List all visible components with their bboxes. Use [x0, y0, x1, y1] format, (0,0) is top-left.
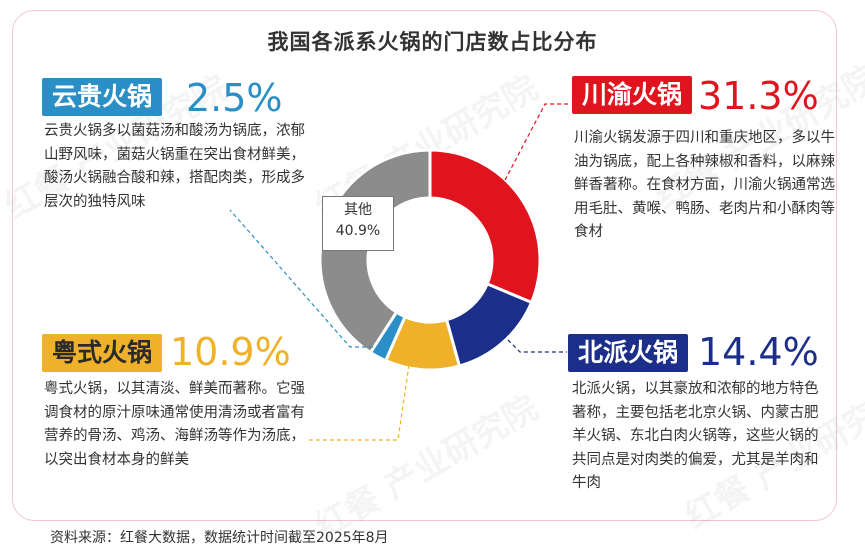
- beipai-percent: 14.4%: [698, 330, 819, 374]
- yueshi-tag: 粤式火锅: [42, 334, 163, 372]
- beipai-tag: 北派火锅: [568, 334, 689, 372]
- source-note: 资料来源：红餐大数据，数据统计时间截至2025年8月: [50, 530, 389, 546]
- leader-line-北派火锅: [497, 329, 567, 353]
- leader-line-粤式火锅: [306, 357, 411, 441]
- chuanyu-percent: 31.3%: [698, 74, 819, 118]
- beipai-description: 北派火锅，以其豪放和浓郁的地方特色著称，主要包括老北京火锅、内蒙古肥羊火锅、东北…: [572, 381, 819, 491]
- other-label-box: 其他 40.9%: [322, 196, 394, 251]
- leader-line-云贵火锅: [229, 209, 380, 348]
- donut-slice-北派火锅: [444, 281, 534, 368]
- yueshi-percent: 10.9%: [170, 330, 291, 374]
- donut-slice-川渝火锅: [428, 148, 542, 305]
- leader-line-川渝火锅: [504, 103, 570, 181]
- yungui-tag: 云贵火锅: [42, 78, 163, 116]
- chuanyu-description: 川渝火锅发源于四川和重庆地区，多以牛油为锅底，配上各种辣椒和香料，以麻辣鲜香著称…: [574, 130, 835, 240]
- yungui-description: 云贵火锅多以菌菇汤和酸汤为锅底，浓郁山野风味，菌菇火锅重在突出食材鲜美，酸汤火锅…: [44, 123, 305, 210]
- other-label-name: 其他: [344, 202, 372, 218]
- chart-title: 我国各派系火锅的门店数占比分布: [267, 30, 598, 54]
- yueshi-description: 粤式火锅，以其清淡、鲜美而著称。它强调食材的原汁原味通常使用清汤或者富有营养的骨…: [44, 381, 305, 468]
- other-label-value: 40.9%: [335, 223, 381, 239]
- yungui-percent: 2.5%: [186, 76, 283, 120]
- chuanyu-tag: 川渝火锅: [572, 76, 693, 114]
